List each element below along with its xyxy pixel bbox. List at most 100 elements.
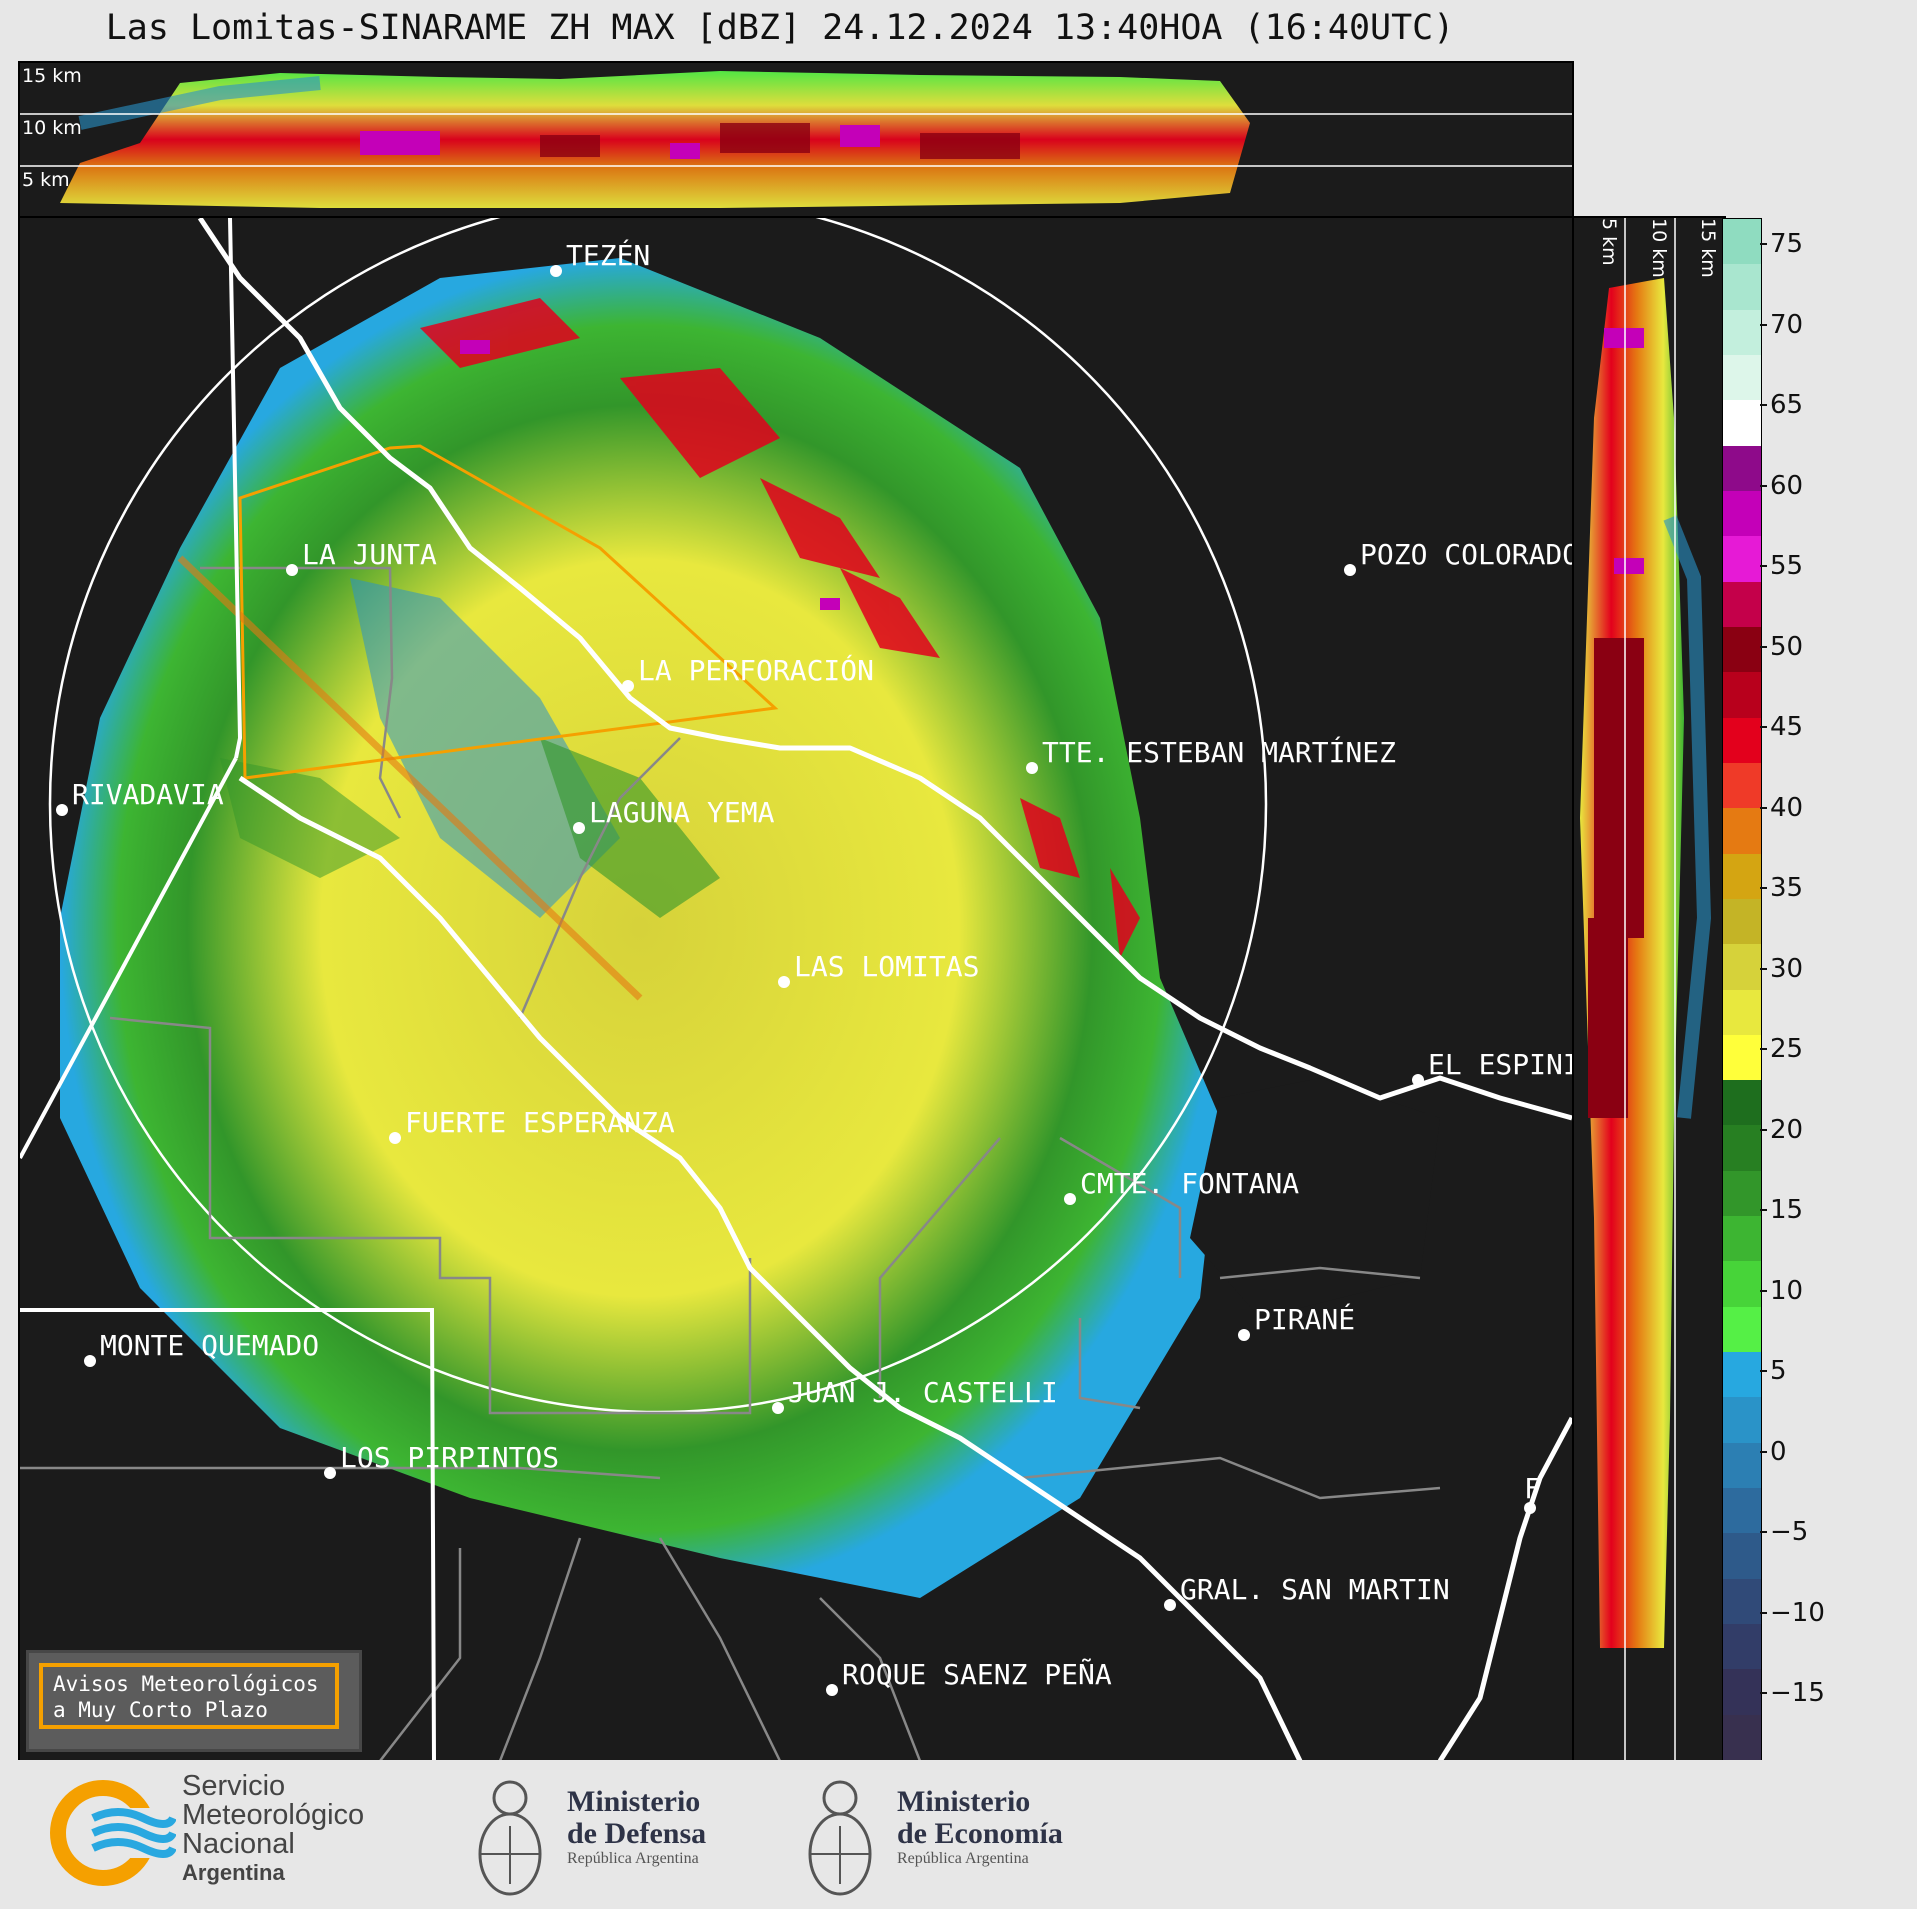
colorbar-tick-mark: [1760, 645, 1767, 648]
argentina-coat-of-arms-icon: [478, 1780, 542, 1896]
town-label: GRAL. SAN MARTIN: [1180, 1573, 1450, 1606]
town-marker: [1412, 1074, 1424, 1086]
town-marker: [84, 1355, 96, 1367]
colorbar-step: [1723, 1216, 1761, 1263]
colorbar-step: [1723, 309, 1761, 356]
top-cross-section-echo: [20, 71, 1572, 208]
town-label: ROQUE SAENZ PEÑA: [842, 1658, 1112, 1691]
avisos-label: Avisos Meteorológicos a Muy Corto Plazo: [39, 1663, 339, 1729]
colorbar-step: [1723, 400, 1761, 447]
smn-logo-icon: [50, 1780, 176, 1886]
colorbar-tick-mark: [1760, 1611, 1767, 1614]
colorbar-step: [1723, 853, 1761, 900]
colorbar-tick-label: 0: [1770, 1436, 1787, 1467]
colorbar-tick-mark: [1760, 565, 1767, 567]
colorbar-step: [1723, 1080, 1761, 1127]
colorbar-tick-label: 35: [1770, 873, 1804, 903]
town-marker: [772, 1402, 784, 1414]
town-marker: [1064, 1193, 1076, 1205]
colorbar-step: [1723, 717, 1761, 764]
colorbar-tick-mark: [1760, 243, 1767, 245]
colorbar-step: [1723, 672, 1761, 719]
town-marker: [826, 1684, 838, 1696]
colorbar-tick-label: 5: [1770, 1356, 1787, 1386]
colorbar-tick-mark: [1760, 967, 1767, 970]
colorbar-step: [1723, 944, 1761, 991]
colorbar-step: [1723, 808, 1761, 855]
colorbar-step: [1723, 989, 1761, 1036]
colorbar-tick-label: 50: [1770, 631, 1804, 662]
radar-map-panel: TEZÉN LA JUNTA POZO COLORADO LA PERFORACIÓN…: [18, 216, 1574, 1763]
colorbar-tick-label: 45: [1770, 712, 1804, 742]
colorbar-tick-mark: [1760, 1048, 1767, 1050]
colorbar-tick-mark: [1760, 1450, 1767, 1453]
ministerio-defensa: Ministerio de Defensa República Argentin…: [567, 1785, 707, 1868]
town-marker: [1164, 1599, 1176, 1611]
radar-map: [20, 218, 1572, 1761]
colorbar-tick-label: −10: [1770, 1597, 1825, 1628]
colorbar-tick-label: 75: [1770, 229, 1804, 259]
town-marker: [573, 822, 585, 834]
town-label: RIVADAVIA: [72, 778, 224, 811]
colorbar-tick-mark: [1760, 887, 1767, 889]
colorbar-tick-mark: [1760, 1289, 1767, 1292]
colorbar-step: [1723, 536, 1761, 583]
colorbar-tick-label: 30: [1770, 953, 1804, 984]
colorbar-tick-label: −15: [1770, 1678, 1825, 1708]
colorbar-step: [1723, 1261, 1761, 1308]
colorbar-tick-mark: [1760, 1370, 1767, 1372]
town-label: TEZÉN: [566, 239, 651, 272]
ministerio-economia: Ministerio de Economía República Argenti…: [897, 1785, 1063, 1868]
town-marker: [286, 564, 298, 576]
height-label-10km-right: 10 km: [1648, 218, 1670, 278]
height-label-5km: 5 km: [22, 169, 70, 191]
avisos-box[interactable]: Avisos Meteorológicos a Muy Corto Plazo: [26, 1650, 362, 1752]
town-marker: [1524, 1502, 1536, 1514]
town-marker: [1026, 762, 1038, 774]
footer-logos: Servicio Meteorológico Nacional Argentin…: [0, 1760, 1917, 1909]
town-marker: [550, 265, 562, 277]
colorbar-step: [1723, 1488, 1761, 1535]
town-marker: [778, 976, 790, 988]
colorbar-step: [1723, 445, 1761, 492]
echo-area: [60, 258, 1220, 1598]
colorbar-tick-mark: [1760, 1531, 1767, 1533]
colorbar-tick-mark: [1760, 484, 1767, 487]
town-label: POZO COLORADO: [1360, 538, 1574, 571]
town-marker: [1238, 1329, 1250, 1341]
colorbar-step: [1723, 1669, 1761, 1716]
colorbar-tick-mark: [1760, 404, 1767, 406]
town-marker: [56, 804, 68, 816]
town-label: TTE. ESTEBAN MARTÍNEZ: [1042, 736, 1397, 769]
right-cross-section-echo: [1580, 218, 1712, 1761]
colorbar-step: [1723, 581, 1761, 628]
colorbar-step: [1723, 1578, 1761, 1626]
colorbar-step: [1723, 1397, 1761, 1444]
colorbar-tick-mark: [1760, 1209, 1767, 1211]
town-label: LA PERFORACIÓN: [638, 654, 875, 687]
colorbar-tick-label: 10: [1770, 1275, 1804, 1306]
colorbar-step: [1723, 1306, 1761, 1354]
colorbar-tick-mark: [1760, 323, 1767, 326]
town-label: LA JUNTA: [302, 538, 437, 571]
town-label: JUAN J. CASTELLI: [788, 1376, 1058, 1409]
town-marker: [324, 1467, 336, 1479]
colorbar-step: [1723, 264, 1761, 311]
colorbar-step: [1723, 1533, 1761, 1580]
colorbar-tick-label: 70: [1770, 309, 1804, 340]
town-marker: [389, 1132, 401, 1144]
colorbar-step: [1723, 1352, 1761, 1399]
colorbar-tick-label: 15: [1770, 1195, 1804, 1225]
town-marker: [622, 680, 634, 692]
smn-name: Servicio Meteorológico Nacional Argentin…: [182, 1770, 365, 1886]
colorbar-step: [1723, 1170, 1761, 1218]
colorbar-tick-mark: [1760, 726, 1767, 728]
town-label: FUERTE ESPERANZA: [405, 1106, 675, 1139]
colorbar-step: [1723, 1624, 1761, 1671]
height-label-5km-right: 5 km: [1598, 218, 1620, 266]
colorbar-step: [1723, 1442, 1761, 1490]
colorbar-step: [1723, 354, 1761, 402]
town-label: LOS PIRPINTOS: [340, 1441, 560, 1474]
town-label: MONTE QUEMADO: [100, 1329, 320, 1362]
colorbar-tick-label: 40: [1770, 792, 1804, 823]
